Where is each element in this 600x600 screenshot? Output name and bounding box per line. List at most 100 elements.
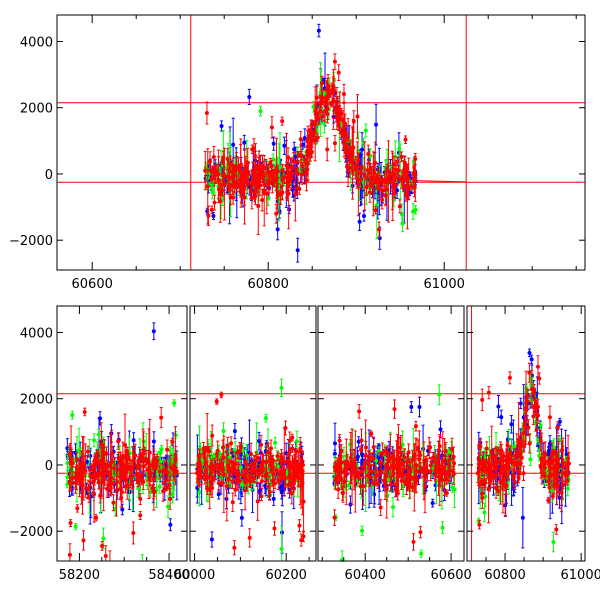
data-point [373,208,378,213]
data-point [245,160,250,165]
data-point [219,123,224,128]
data-point [216,492,221,497]
data-point [75,506,80,511]
data-point [111,500,116,505]
y-tick-label: 2000 [20,102,53,117]
data-point [303,157,308,162]
data-point [158,450,163,455]
data-point [351,145,356,150]
data-point [131,438,136,443]
data-point [405,195,410,200]
x-tick-label: 60600 [72,277,113,292]
data-point [239,181,244,186]
data-point [212,175,217,180]
data-point [119,489,124,494]
data-point [395,159,400,164]
data-point [323,109,328,114]
data-point [98,493,103,498]
data-point [298,137,303,142]
data-point [70,413,75,418]
data-point [101,536,106,541]
data-point [297,186,302,191]
data-point [231,181,236,186]
data-point [112,466,117,471]
data-point [109,481,114,486]
data-point [246,181,251,186]
data-point [128,475,133,480]
data-point [102,461,107,466]
data-point [308,128,313,133]
data-point [372,171,377,176]
y-tick-label: 2000 [20,393,53,408]
data-point [256,203,261,208]
data-point [67,552,72,557]
data-point [242,187,247,192]
data-point [292,147,297,152]
data-point [320,114,325,119]
data-point [275,189,280,194]
data-point [152,489,157,494]
data-point [168,522,173,527]
data-point [252,169,257,174]
data-point [151,477,156,482]
data-point [85,459,90,464]
data-point [238,163,243,168]
data-point [375,176,380,181]
data-point [239,515,244,520]
data-point [357,219,362,224]
data-point [373,160,378,165]
data-point [210,190,215,195]
data-point [232,429,237,434]
data-point [266,169,271,174]
data-point [365,168,370,173]
data-point [115,479,120,484]
data-point [104,451,109,456]
data-point [228,195,233,200]
data-point [101,475,106,480]
data-point [386,169,391,174]
data-point [258,183,263,188]
data-point [355,114,360,119]
data-point [341,91,346,96]
data-point [170,491,175,496]
data-point [377,227,382,232]
data-point [294,168,299,173]
data-point [332,59,337,64]
data-point [295,159,300,164]
data-point [151,457,156,462]
data-point [309,135,314,140]
data-point [162,480,167,485]
data-point [277,165,282,170]
x-tick-label: 58200 [59,568,100,583]
data-point [141,447,146,452]
data-point [293,154,298,159]
data-point [157,484,162,489]
data-point [151,329,156,334]
data-point [68,521,73,526]
data-point [396,168,401,173]
data-point [305,148,310,153]
data-point [243,165,248,170]
data-point [258,109,263,114]
data-point [140,455,145,460]
data-point [399,154,404,159]
data-point [123,484,128,489]
y-tick-label: 0 [45,168,53,183]
data-point [280,119,285,124]
data-point [160,468,165,473]
data-point [359,166,364,171]
data-point [100,543,105,548]
data-point [274,211,279,216]
data-point [405,176,410,181]
data-point [249,196,254,201]
data-point [221,173,226,178]
data-point [395,176,400,181]
data-point [209,207,214,212]
data-point [168,496,173,501]
data-point [293,192,298,197]
data-point [288,174,293,179]
data-point [173,453,178,458]
data-point [269,125,274,130]
data-point [88,467,93,472]
